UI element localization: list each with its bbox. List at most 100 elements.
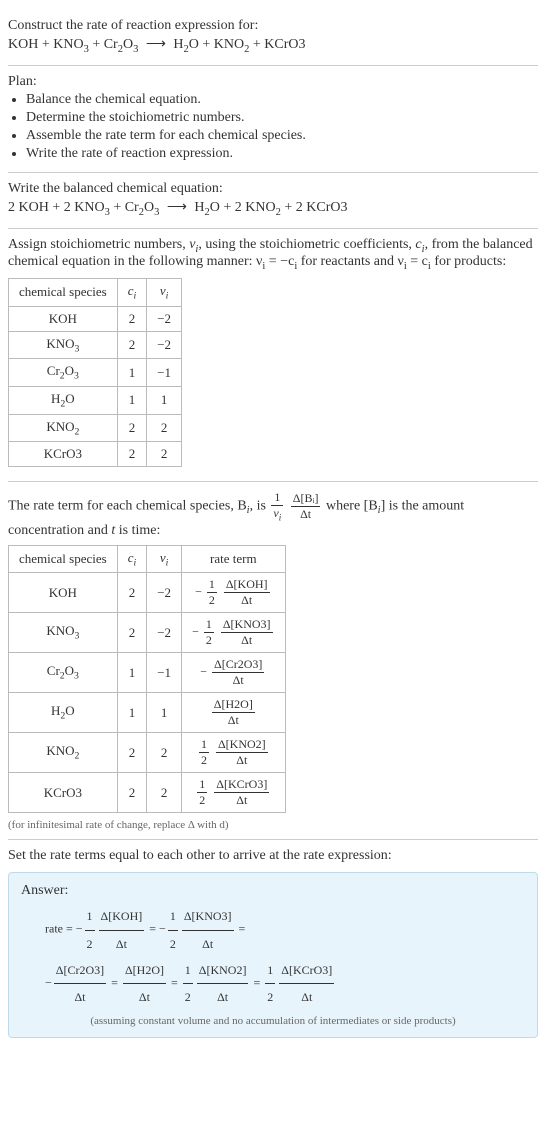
cell-nu: 2 xyxy=(147,442,182,467)
cell-nu: −2 xyxy=(147,331,182,359)
arrow-icon: ⟶ xyxy=(146,36,166,53)
text: , is xyxy=(250,499,270,514)
num: 1 xyxy=(271,490,283,506)
c-symbol: ci xyxy=(415,237,424,252)
col-ci: ci xyxy=(117,279,147,307)
cell-species: KOH xyxy=(9,573,118,613)
plan-list: Balance the chemical equation. Determine… xyxy=(8,92,538,162)
rate-term-section: The rate term for each chemical species,… xyxy=(8,482,538,840)
table-row: Cr2O3 1 −1 − Δ[Cr2O3]Δt xyxy=(9,653,286,693)
cell-species: Cr2O3 xyxy=(9,653,118,693)
num: Δ[KCrO3] xyxy=(214,777,269,793)
cell-species: Cr2O3 xyxy=(9,359,118,387)
coef-frac: 12 xyxy=(85,903,95,957)
num: Δ[KCrO3] xyxy=(279,957,334,984)
cell-species: H2O xyxy=(9,386,118,414)
num: Δ[H2O] xyxy=(123,957,166,984)
cell-rate: 12 Δ[KCrO3]Δt xyxy=(182,773,286,813)
rate-table-footnote: (for infinitesimal rate of change, repla… xyxy=(8,819,538,831)
final-intro: Set the rate terms equal to each other t… xyxy=(8,848,538,864)
assumption-note: (assuming constant volume and no accumul… xyxy=(21,1015,525,1027)
cell-nu: 2 xyxy=(147,414,182,442)
cell-c: 1 xyxy=(117,359,147,387)
cell-nu: −1 xyxy=(147,653,182,693)
text: for reactants and ν xyxy=(297,254,404,269)
num: Δ[KOH] xyxy=(99,903,145,930)
prompt-eq-rhs: H2O + KNO2 + KCrO3 xyxy=(173,37,305,52)
cell-nu: 1 xyxy=(147,386,182,414)
cell-species: KNO3 xyxy=(9,613,118,653)
neg-sign: − xyxy=(159,922,166,936)
answer-title: Answer: xyxy=(21,883,525,899)
delta-frac: Δ[KNO3]Δt xyxy=(182,903,234,957)
col-species: chemical species xyxy=(9,279,118,307)
delta-frac: Δ[KOH]Δt xyxy=(99,903,145,957)
delta-frac: Δ[H2O]Δt xyxy=(212,697,255,728)
den: 2 xyxy=(197,793,207,808)
delta-frac: Δ[KNO2]Δt xyxy=(216,737,268,768)
table-row: KNO2 2 2 12 Δ[KNO2]Δt xyxy=(9,733,286,773)
plan-item: Write the rate of reaction expression. xyxy=(26,146,538,162)
text: for products: xyxy=(431,254,506,269)
balanced-section: Write the balanced chemical equation: 2 … xyxy=(8,173,538,229)
eq-sep: = xyxy=(111,976,121,990)
neg-sign: − xyxy=(200,664,207,678)
text: is time: xyxy=(115,523,160,538)
frac-dB-dt: Δ[Bᵢ]Δt xyxy=(291,491,321,522)
neg-sign: − xyxy=(192,624,199,638)
rate-label: rate = xyxy=(45,922,76,936)
text: = −c xyxy=(265,254,294,269)
table-row: KCrO322 xyxy=(9,442,182,467)
cell-species: KOH xyxy=(9,306,118,331)
cell-species: KNO3 xyxy=(9,331,118,359)
delta-frac: Δ[KNO2]Δt xyxy=(197,957,249,1011)
arrow-icon: ⟶ xyxy=(167,199,187,216)
eq-sep: = xyxy=(253,976,263,990)
num: 1 xyxy=(197,777,207,793)
text: where [B xyxy=(326,499,378,514)
coef-frac: 12 xyxy=(207,577,217,608)
col-ci: ci xyxy=(117,545,147,573)
rate-expression: rate = −12Δ[KOH]Δt = −12Δ[KNO3]Δt = −Δ[C… xyxy=(45,903,525,1011)
den: Δt xyxy=(212,673,264,688)
table-row: H2O 1 1 Δ[H2O]Δt xyxy=(9,693,286,733)
balanced-intro: Write the balanced chemical equation: xyxy=(8,181,538,197)
cell-rate: − 12 Δ[KNO3]Δt xyxy=(182,613,286,653)
eq-sep: = xyxy=(239,922,246,936)
cell-c: 2 xyxy=(117,733,147,773)
cell-species: H2O xyxy=(9,693,118,733)
prompt-equation: KOH + KNO3 + Cr2O3 ⟶ H2O + KNO2 + KCrO3 xyxy=(8,36,538,55)
delta-frac: Δ[KOH]Δt xyxy=(224,577,270,608)
num: Δ[Bᵢ] xyxy=(291,491,321,507)
rate-table: chemical species ci νi rate term KOH 2 −… xyxy=(8,545,286,814)
cell-rate: − 12 Δ[KOH]Δt xyxy=(182,573,286,613)
num: 1 xyxy=(265,957,275,984)
table-row: KNO3 2 −2 − 12 Δ[KNO3]Δt xyxy=(9,613,286,653)
table-header-row: chemical species ci νi rate term xyxy=(9,545,286,573)
answer-box: Answer: rate = −12Δ[KOH]Δt = −12Δ[KNO3]Δ… xyxy=(8,872,538,1038)
cell-c: 1 xyxy=(117,693,147,733)
cell-c: 2 xyxy=(117,414,147,442)
eq-sep: = xyxy=(149,922,159,936)
col-nui: νi xyxy=(147,545,182,573)
den: Δt xyxy=(216,753,268,768)
col-rate: rate term xyxy=(182,545,286,573)
num: 1 xyxy=(168,903,178,930)
den: Δt xyxy=(54,984,106,1010)
frac-1-nu: 1νi xyxy=(271,490,283,522)
den: Δt xyxy=(123,984,166,1010)
coef-frac: 12 xyxy=(183,957,193,1011)
den: νi xyxy=(271,506,283,522)
cell-rate: Δ[H2O]Δt xyxy=(182,693,286,733)
den: 2 xyxy=(265,984,275,1010)
cell-rate: − Δ[Cr2O3]Δt xyxy=(182,653,286,693)
cell-c: 2 xyxy=(117,306,147,331)
cell-nu: −2 xyxy=(147,306,182,331)
table-row: Cr2O31−1 xyxy=(9,359,182,387)
num: 1 xyxy=(204,617,214,633)
num: 1 xyxy=(199,737,209,753)
cell-nu: 2 xyxy=(147,733,182,773)
cell-nu: 2 xyxy=(147,773,182,813)
den: 2 xyxy=(168,931,178,957)
cell-nu: −2 xyxy=(147,613,182,653)
